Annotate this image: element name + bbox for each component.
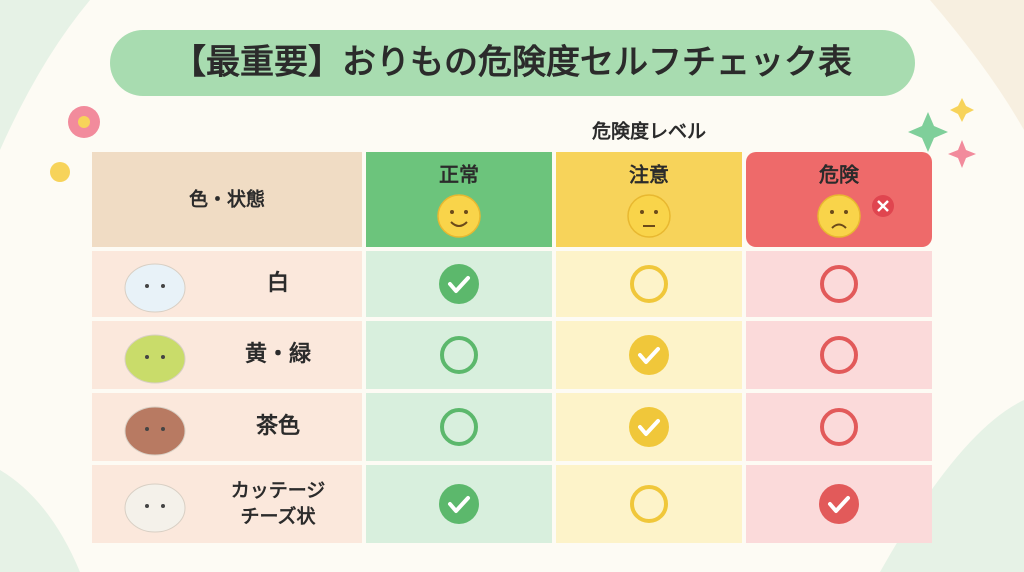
check-cell <box>366 321 552 389</box>
decor-corner <box>0 470 80 572</box>
blob-eye <box>161 355 165 359</box>
row-label: 黄・緑 <box>245 341 312 367</box>
face-mouth <box>450 221 468 227</box>
circle-mark <box>440 336 478 374</box>
title: 【最重要】おりもの危険度セルフチェック表 <box>172 43 852 83</box>
check-cell <box>366 393 552 461</box>
blob-eye <box>161 504 165 508</box>
blob-eye <box>145 355 149 359</box>
face-icon <box>627 194 671 238</box>
decor-sparkle <box>908 112 948 152</box>
face-icon <box>437 194 481 238</box>
group-header: 危険度レベル <box>592 120 706 143</box>
check-cell <box>746 321 932 389</box>
row-label: カッテージ <box>231 480 326 502</box>
decor-flower <box>78 116 90 128</box>
decor-sparkle <box>950 98 974 122</box>
label-header-cell <box>92 152 362 247</box>
title-pill <box>110 30 915 96</box>
check-cell <box>746 393 932 461</box>
check-cell <box>746 251 932 317</box>
face-mouth <box>831 223 847 229</box>
discharge-blob <box>124 483 186 533</box>
check-tick <box>448 496 470 513</box>
decor-flower <box>50 162 70 182</box>
check-mark <box>439 264 479 304</box>
blob-eye <box>161 427 165 431</box>
face-eye <box>450 210 454 214</box>
discharge-blob <box>124 334 186 384</box>
circle-mark <box>820 265 858 303</box>
check-mark <box>439 484 479 524</box>
label-header: 色・状態 <box>189 188 265 211</box>
check-mark <box>629 407 669 447</box>
check-tick <box>828 496 850 513</box>
danger-badge-x <box>877 200 889 212</box>
check-tick <box>638 419 660 436</box>
face-eye <box>464 210 468 214</box>
face-eye <box>844 210 848 214</box>
blob-eye <box>161 284 165 288</box>
decor-corner <box>930 0 1024 130</box>
row-label: 茶色 <box>256 413 300 439</box>
check-tick <box>638 347 660 364</box>
face-eye <box>830 210 834 214</box>
discharge-blob <box>124 406 186 456</box>
column-header: 危険 <box>819 163 860 187</box>
blob-eye <box>145 284 149 288</box>
row-label: 白 <box>267 270 289 296</box>
circle-mark <box>820 408 858 446</box>
face-eye <box>654 210 658 214</box>
column-header: 注意 <box>629 163 669 187</box>
circle-mark <box>440 408 478 446</box>
check-cell <box>556 465 742 543</box>
row-label: チーズ状 <box>240 505 316 528</box>
blob-eye <box>145 504 149 508</box>
face-eye <box>640 210 644 214</box>
circle-mark <box>820 336 858 374</box>
blob-eye <box>145 427 149 431</box>
discharge-blob <box>124 263 186 313</box>
decor-sparkle <box>948 140 976 168</box>
face-icon <box>817 194 861 238</box>
circle-mark <box>630 485 668 523</box>
check-mark <box>629 335 669 375</box>
circle-mark <box>630 265 668 303</box>
check-cell <box>556 251 742 317</box>
column-header: 正常 <box>439 163 479 187</box>
check-mark <box>819 484 859 524</box>
check-tick <box>448 276 470 293</box>
decor-corner <box>0 0 90 150</box>
